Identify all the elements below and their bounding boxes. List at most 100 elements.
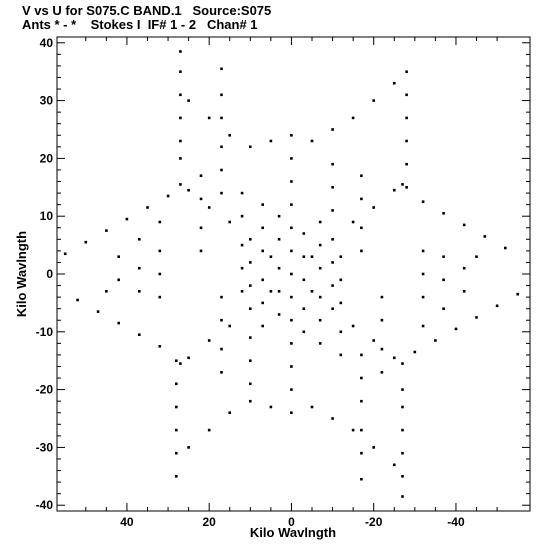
data-point bbox=[401, 495, 404, 498]
data-point bbox=[290, 295, 293, 299]
y-tick-label: -20 bbox=[36, 383, 54, 397]
data-point bbox=[372, 206, 375, 209]
data-point bbox=[249, 399, 252, 403]
x-tick-label: -20 bbox=[365, 515, 383, 529]
data-point bbox=[401, 428, 404, 432]
data-point bbox=[220, 116, 223, 120]
data-point bbox=[421, 249, 425, 253]
data-point bbox=[310, 139, 314, 143]
data-point bbox=[401, 388, 404, 391]
data-point bbox=[277, 266, 281, 270]
data-point bbox=[269, 405, 273, 409]
data-point bbox=[290, 249, 293, 253]
x-axis-ticks: 40 20 0 -20 -40 bbox=[85, 37, 498, 529]
data-point bbox=[117, 278, 120, 282]
data-point bbox=[220, 295, 223, 299]
data-point bbox=[220, 371, 223, 374]
data-point bbox=[401, 451, 404, 455]
data-point bbox=[331, 417, 334, 420]
y-tick-label: -10 bbox=[36, 325, 54, 339]
data-point bbox=[249, 145, 252, 149]
data-point bbox=[339, 330, 343, 334]
data-point bbox=[393, 356, 396, 360]
chart-title: V vs U for S075.C BAND.1 Source:S075 bbox=[22, 3, 272, 18]
data-point bbox=[310, 405, 314, 409]
data-point bbox=[158, 220, 162, 224]
data-point bbox=[360, 249, 363, 253]
data-points bbox=[63, 50, 519, 498]
data-point bbox=[339, 353, 343, 357]
data-point bbox=[290, 342, 293, 345]
data-point bbox=[261, 249, 264, 253]
data-point bbox=[421, 272, 425, 276]
data-point bbox=[310, 255, 314, 258]
data-point bbox=[318, 220, 322, 224]
data-point bbox=[199, 226, 203, 230]
data-point bbox=[421, 200, 425, 203]
data-point bbox=[84, 240, 88, 244]
data-point bbox=[187, 356, 190, 360]
data-point bbox=[187, 446, 190, 449]
data-point bbox=[290, 180, 293, 183]
data-point bbox=[179, 70, 182, 73]
data-point bbox=[442, 212, 445, 215]
data-point bbox=[516, 292, 519, 296]
data-point bbox=[331, 261, 334, 264]
data-point bbox=[475, 255, 478, 258]
data-point bbox=[228, 134, 231, 137]
data-point bbox=[117, 321, 120, 325]
data-point bbox=[339, 301, 343, 305]
data-point bbox=[261, 226, 264, 230]
data-point bbox=[360, 376, 363, 380]
data-point bbox=[249, 284, 252, 287]
data-point bbox=[434, 339, 437, 342]
data-point bbox=[220, 145, 223, 149]
data-point bbox=[138, 290, 141, 293]
data-point bbox=[277, 313, 281, 316]
data-point bbox=[405, 116, 408, 120]
data-point bbox=[175, 428, 178, 432]
data-point bbox=[318, 295, 322, 299]
data-point bbox=[175, 359, 178, 362]
data-point bbox=[199, 197, 203, 201]
data-point bbox=[318, 266, 322, 270]
data-point bbox=[207, 339, 211, 342]
data-point bbox=[318, 318, 322, 322]
data-point bbox=[138, 266, 141, 270]
y-tick-label: -30 bbox=[36, 440, 54, 454]
data-point bbox=[360, 226, 363, 230]
data-point bbox=[220, 318, 223, 322]
data-point bbox=[261, 301, 264, 305]
data-point bbox=[331, 209, 334, 212]
data-point bbox=[179, 157, 182, 160]
data-point bbox=[277, 290, 281, 293]
data-point bbox=[339, 278, 343, 282]
data-point bbox=[228, 324, 231, 328]
data-point bbox=[380, 318, 384, 322]
data-point bbox=[442, 255, 445, 258]
data-point bbox=[302, 307, 306, 310]
data-point bbox=[166, 194, 170, 198]
data-point bbox=[393, 463, 396, 467]
data-point bbox=[372, 99, 375, 102]
data-point bbox=[454, 327, 458, 331]
data-point bbox=[302, 330, 306, 334]
data-point bbox=[179, 183, 182, 186]
data-point bbox=[175, 382, 178, 386]
data-point bbox=[475, 316, 478, 319]
data-point bbox=[331, 162, 334, 166]
data-point bbox=[331, 186, 334, 189]
data-point bbox=[318, 342, 322, 345]
data-point bbox=[220, 93, 223, 97]
data-point bbox=[125, 217, 129, 221]
data-point bbox=[405, 70, 408, 73]
data-point bbox=[240, 290, 244, 293]
data-point bbox=[380, 371, 384, 374]
data-point bbox=[277, 238, 281, 241]
data-point bbox=[331, 238, 334, 241]
data-point bbox=[405, 162, 408, 166]
data-point bbox=[228, 411, 231, 414]
data-point bbox=[269, 255, 273, 258]
data-point bbox=[401, 362, 404, 365]
data-point bbox=[393, 188, 396, 192]
